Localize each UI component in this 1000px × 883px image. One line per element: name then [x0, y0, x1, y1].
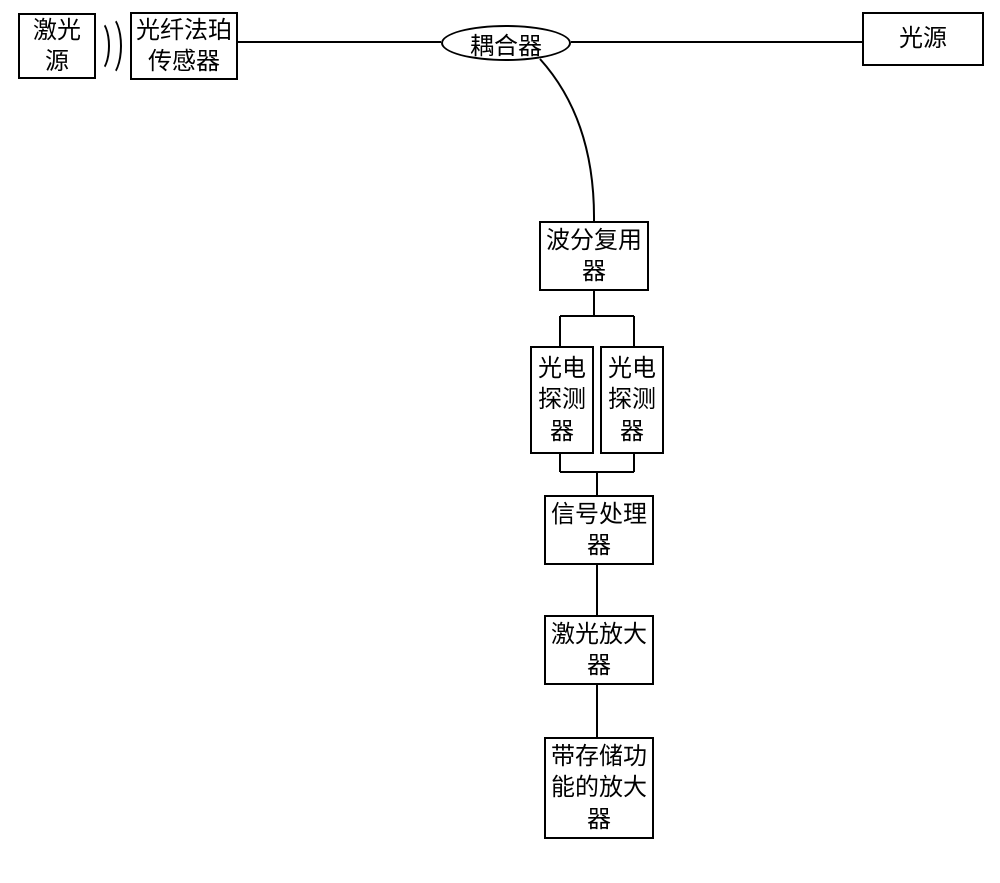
node-label: 光纤法珀 传感器	[136, 15, 232, 77]
node-label: 耦合器	[470, 26, 542, 61]
node-wdm: 波分复用 器	[539, 221, 649, 291]
node-signal_processor: 信号处理 器	[544, 495, 654, 565]
node-laser_amp: 激光放大 器	[544, 615, 654, 685]
node-detector1: 光电 探测 器	[530, 346, 594, 454]
node-label: 光电 探测 器	[538, 353, 586, 447]
node-label: 信号处理 器	[551, 499, 647, 561]
node-label: 光源	[899, 23, 947, 54]
node-detector2: 光电 探测 器	[600, 346, 664, 454]
node-label: 带存储功 能的放大 器	[551, 741, 647, 835]
node-label: 波分复用 器	[546, 225, 642, 287]
connector-curve	[540, 59, 594, 221]
emission-arc-1	[96, 15, 122, 77]
node-laser_source: 激光 源	[18, 13, 96, 79]
node-label: 激光 源	[33, 15, 81, 77]
node-storage_amp: 带存储功 能的放大 器	[544, 737, 654, 839]
node-coupler: 耦合器	[441, 25, 571, 61]
node-label: 激光放大 器	[551, 619, 647, 681]
node-light_source: 光源	[862, 12, 984, 66]
node-fp_sensor: 光纤法珀 传感器	[130, 12, 238, 80]
node-label: 光电 探测 器	[608, 353, 656, 447]
